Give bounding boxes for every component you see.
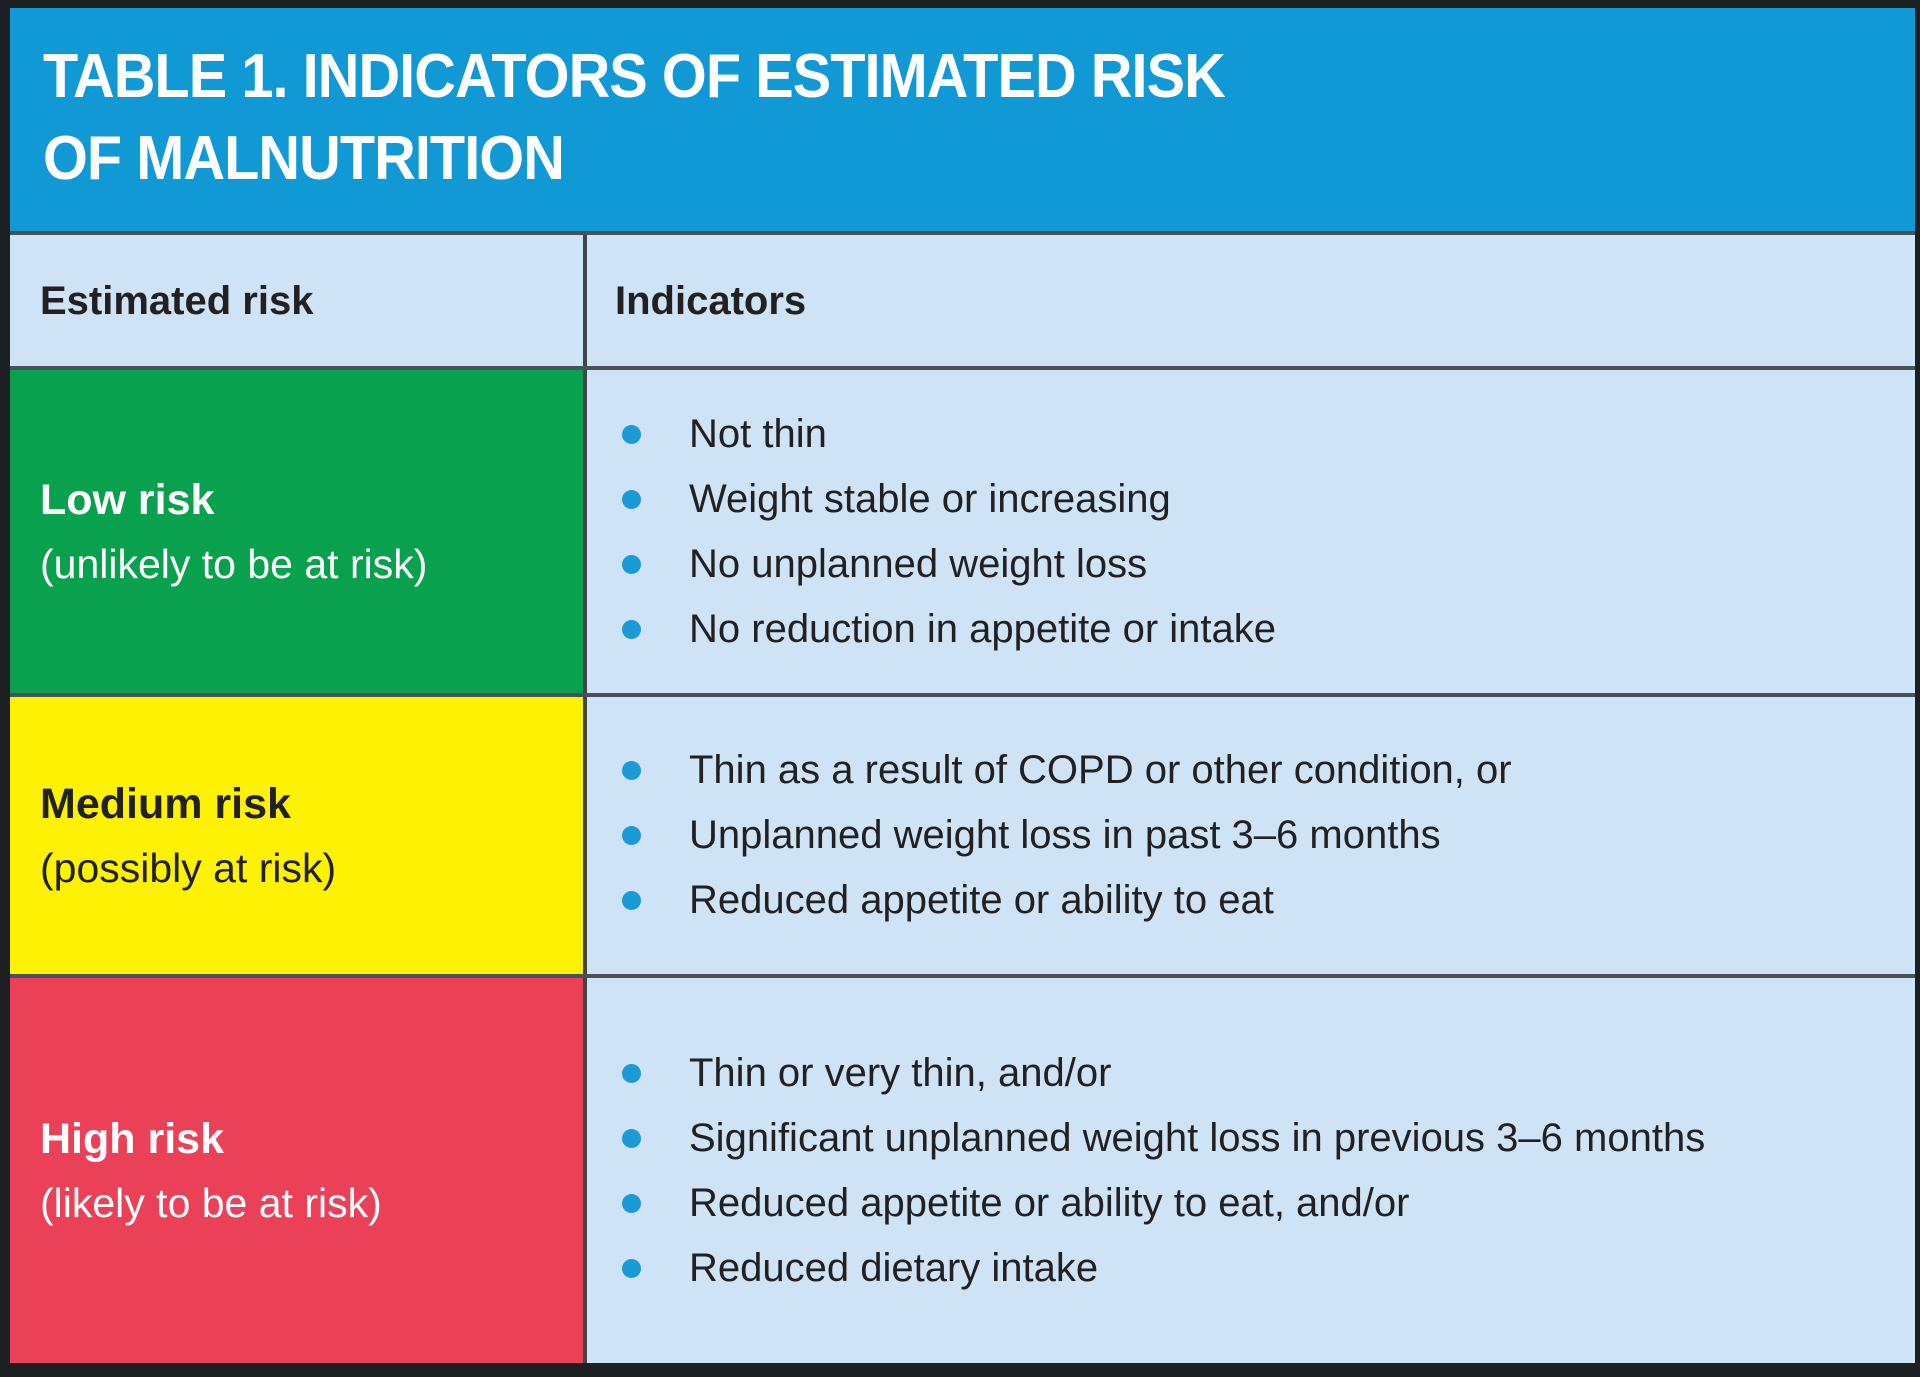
risk-sublabel: (likely to be at risk): [40, 1179, 382, 1226]
bullet-icon: [622, 1258, 641, 1278]
risk-row-medium: Medium risk (possibly at risk) Thin as a…: [10, 697, 1915, 974]
table-title-line2: OF MALNUTRITION: [43, 124, 565, 193]
bullet-text: Thin as a result of COPD or other condit…: [689, 748, 1512, 792]
bullet-icon: [622, 1128, 641, 1148]
bullet-text: Reduced dietary intake: [689, 1245, 1099, 1290]
bullet-text: Significant unplanned weight loss in pre…: [689, 1115, 1706, 1160]
list-item: Reduced appetite or ability to eat: [615, 868, 1915, 933]
bullet-text: Reduced appetite or ability to eat, and/…: [689, 1180, 1410, 1225]
risk-row-high: High risk (likely to be at risk) Thin or…: [10, 978, 1915, 1363]
list-item: Weight stable or increasing: [615, 467, 1915, 532]
list-item: Unplanned weight loss in past 3–6 months: [615, 803, 1915, 868]
low-risk-label-cell: Low risk (unlikely to be at risk): [10, 370, 583, 693]
table-title-line1: TABLE 1. INDICATORS OF ESTIMATED RISK: [43, 42, 1226, 111]
risk-label: Medium risk: [40, 779, 291, 828]
indicator-list: Not thin Weight stable or increasing No …: [615, 402, 1915, 662]
list-item: Not thin: [615, 402, 1915, 467]
medium-risk-indicators-cell: Thin as a result of COPD or other condit…: [587, 697, 1915, 974]
list-item: Significant unplanned weight loss in pre…: [615, 1106, 1915, 1171]
column-divider: [583, 370, 587, 693]
column-divider: [583, 697, 587, 974]
list-item: Reduced dietary intake: [615, 1236, 1915, 1301]
list-item: Thin or very thin, and/or: [615, 1041, 1915, 1106]
bullet-icon: [622, 489, 641, 509]
column-header-estimated-risk-cell: Estimated risk: [10, 235, 583, 366]
indicator-list: Thin as a result of COPD or other condit…: [615, 738, 1915, 933]
risk-label: High risk: [40, 1114, 224, 1163]
bullet-text: Weight stable or increasing: [689, 476, 1171, 521]
row-divider: [10, 693, 1915, 697]
bullet-text: Thin or very thin, and/or: [689, 1050, 1112, 1095]
row-divider: [10, 366, 1915, 370]
bullet-text: No reduction in appetite or intake: [689, 606, 1277, 651]
risk-row-low: Low risk (unlikely to be at risk) Not th…: [10, 370, 1915, 693]
table-title-band: TABLE 1. INDICATORS OF ESTIMATED RISK OF…: [10, 8, 1915, 231]
column-header-indicators-cell: Indicators: [587, 235, 1915, 366]
low-risk-indicators-cell: Not thin Weight stable or increasing No …: [587, 370, 1915, 693]
bullet-icon: [622, 424, 641, 444]
high-risk-label-cell: High risk (likely to be at risk): [10, 978, 583, 1363]
bullet-text: No unplanned weight loss: [689, 541, 1148, 586]
bullet-text: Unplanned weight loss in past 3–6 months: [689, 813, 1441, 857]
bullet-icon: [622, 1063, 641, 1083]
bullet-icon: [622, 826, 641, 845]
column-header-estimated-risk: Estimated risk: [40, 278, 314, 323]
column-divider: [583, 235, 587, 366]
list-item: Reduced appetite or ability to eat, and/…: [615, 1171, 1915, 1236]
risk-sublabel: (unlikely to be at risk): [40, 540, 428, 587]
indicator-list: Thin or very thin, and/or Significant un…: [615, 1041, 1915, 1301]
bullet-icon: [622, 761, 641, 780]
medium-risk-label-cell: Medium risk (possibly at risk): [10, 697, 583, 974]
high-risk-indicators-cell: Thin or very thin, and/or Significant un…: [587, 978, 1915, 1363]
divider-under-title: [10, 231, 1915, 235]
bullet-icon: [622, 619, 641, 639]
row-divider: [10, 974, 1915, 978]
bullet-icon: [622, 1193, 641, 1213]
risk-sublabel: (possibly at risk): [40, 844, 337, 891]
risk-label: Low risk: [40, 475, 215, 524]
column-divider: [583, 978, 587, 1363]
bullet-icon: [622, 891, 641, 910]
bullet-text: Reduced appetite or ability to eat: [689, 878, 1274, 922]
column-header-indicators: Indicators: [615, 278, 807, 323]
bullet-icon: [622, 554, 641, 574]
column-header-row: Estimated risk Indicators: [10, 235, 1915, 366]
bullet-text: Not thin: [689, 411, 827, 456]
list-item: Thin as a result of COPD or other condit…: [615, 738, 1915, 803]
list-item: No unplanned weight loss: [615, 532, 1915, 597]
list-item: No reduction in appetite or intake: [615, 597, 1915, 662]
